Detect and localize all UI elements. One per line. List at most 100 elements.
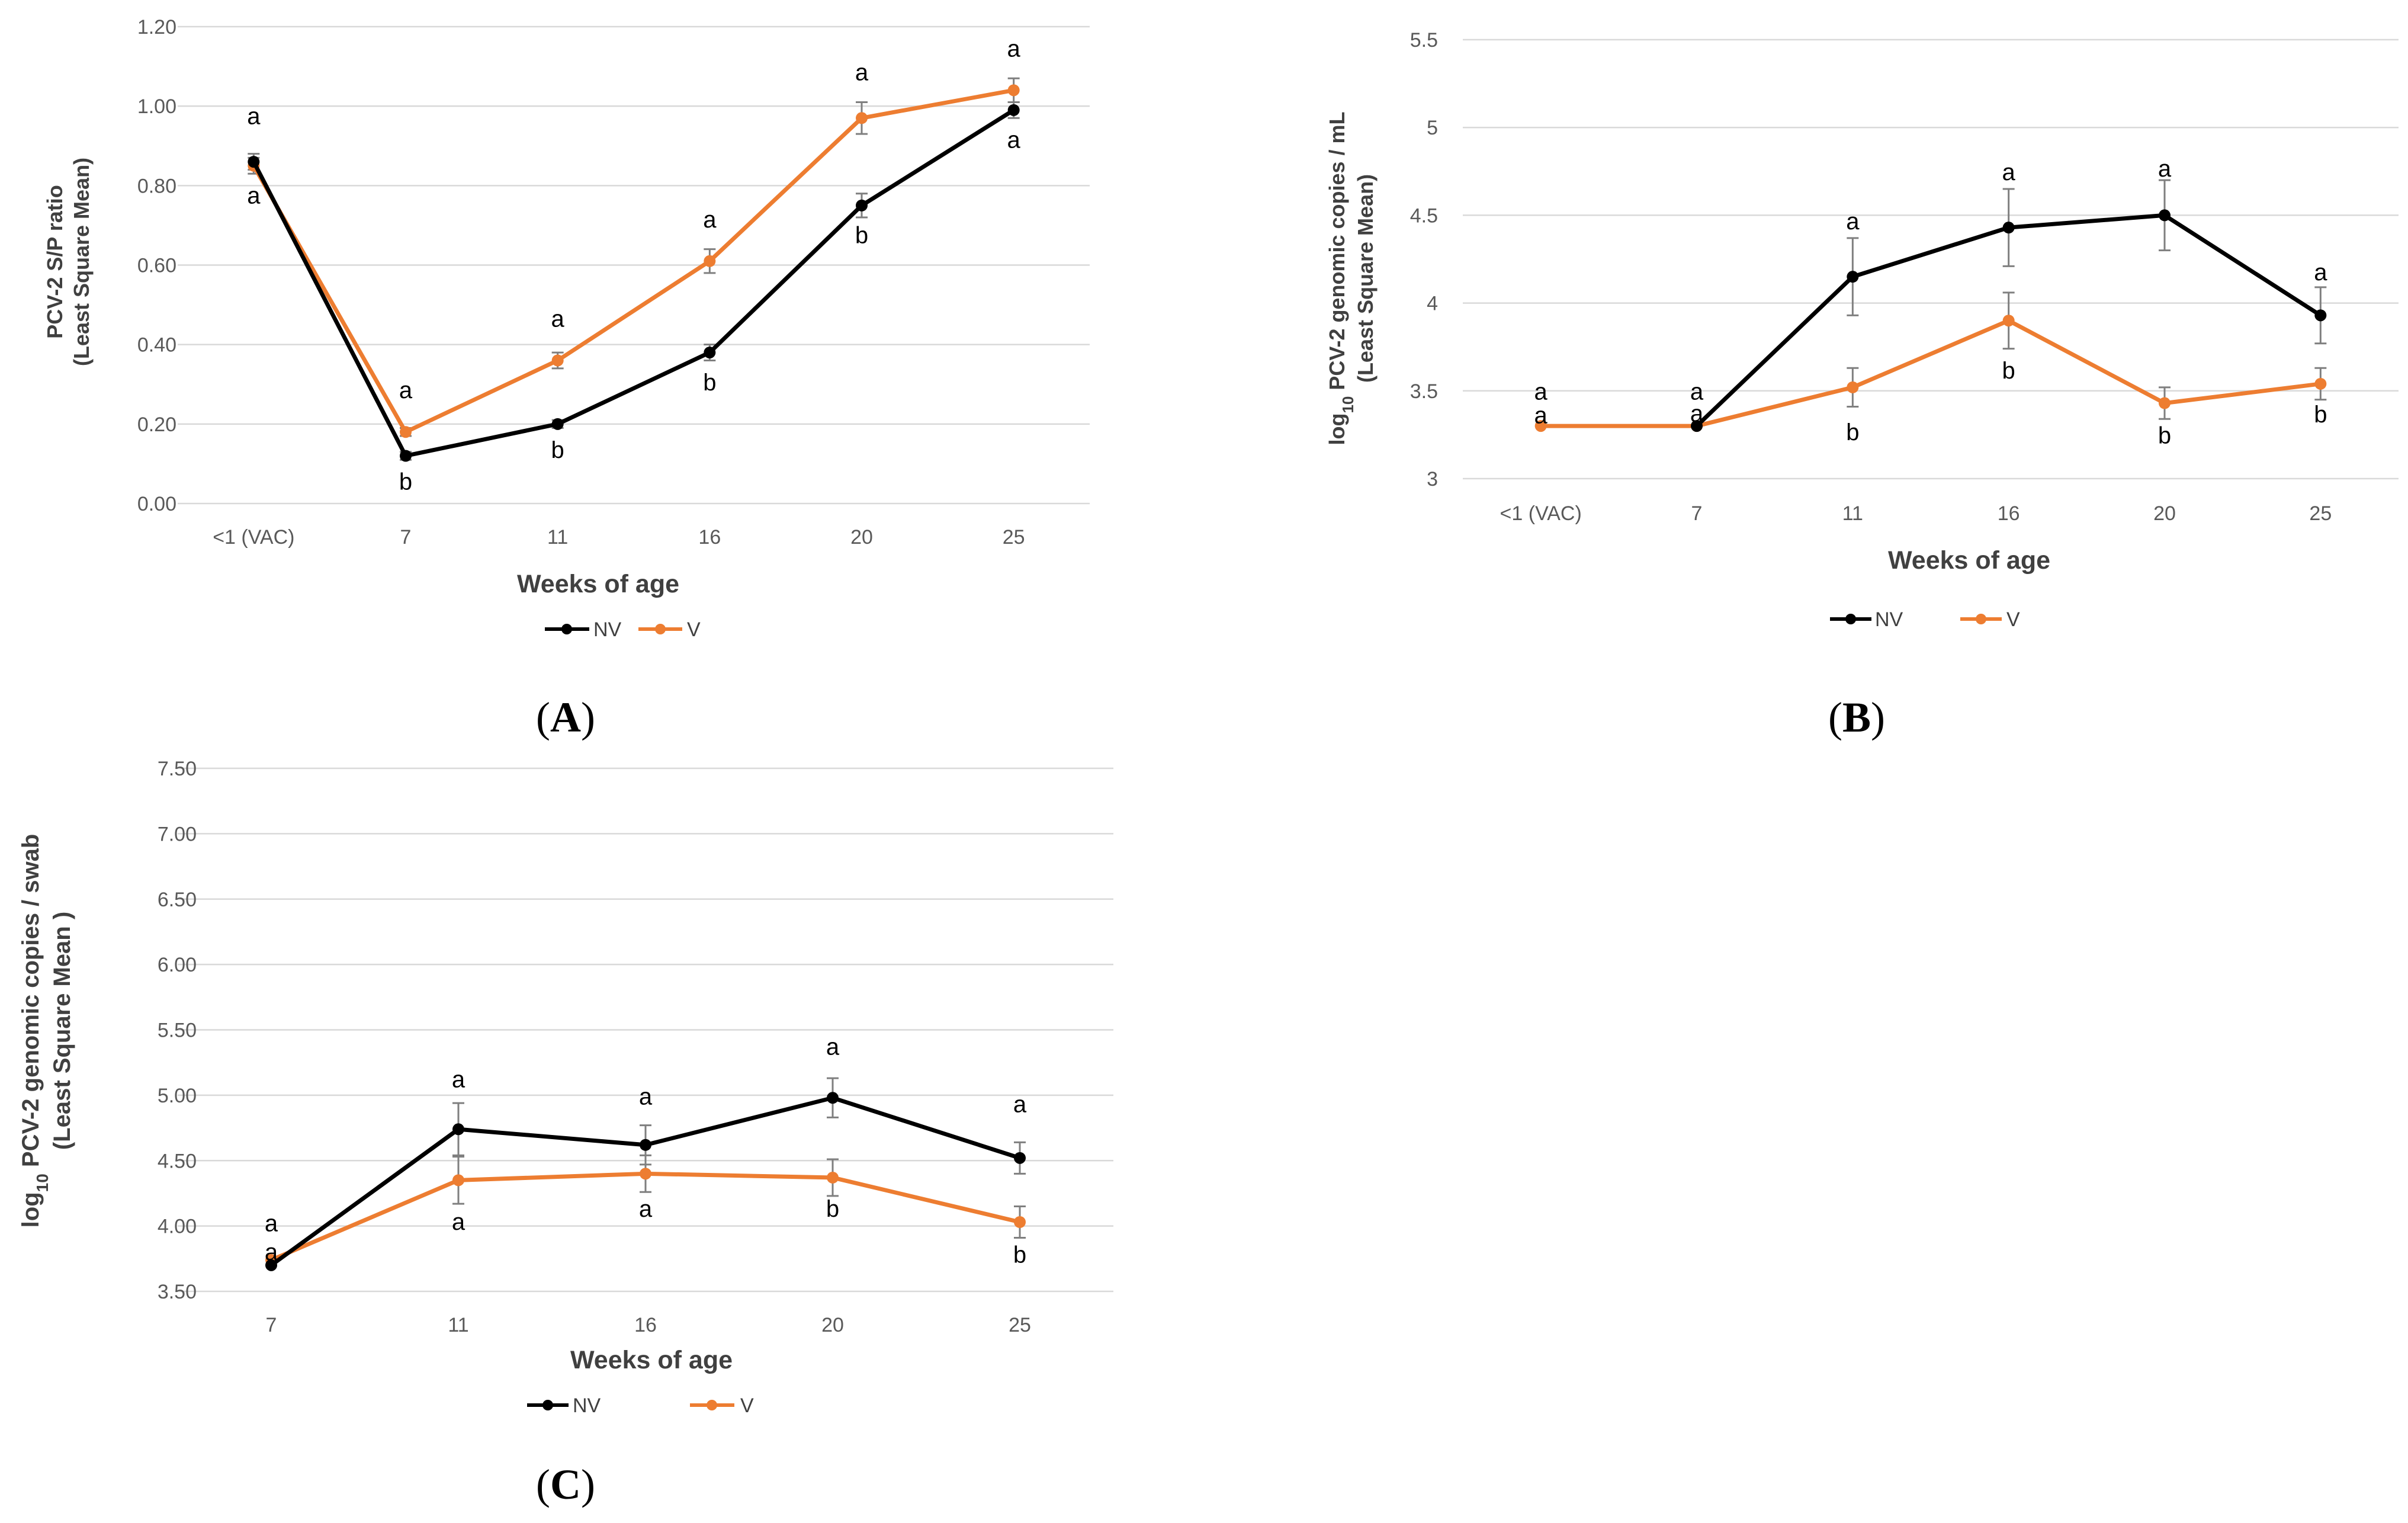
data-point-v [1007,84,1020,97]
data-point-nv [1691,420,1703,432]
significance-letter: a [265,1239,278,1265]
legend-nv-label: NV [1875,608,1903,631]
significance-letter: b [399,469,412,495]
data-point-v [2314,377,2327,390]
panel-label-b: (B) [1828,694,1885,741]
data-point-nv [640,1139,651,1151]
y-tick-label: 7.00 [158,823,197,845]
data-point-nv [704,347,716,359]
significance-letter: a [1007,36,1021,62]
data-point-v [827,1171,839,1184]
significance-letter: a [247,103,261,129]
y-tick-label: 0.00 [137,493,176,515]
x-tick-label: <1 (VAC) [213,526,294,549]
series-line-nv [252,108,1015,458]
legend-nv-label: NV [593,618,622,641]
y-tick-label: 0.80 [137,175,176,197]
y-axis-title-line1: log10 PCV-2 genomic copies / swab [18,834,52,1228]
data-point-nv [1847,271,1859,283]
data-point-v [400,426,412,438]
legend: NV V [1830,608,2020,631]
legend-v-label: V [740,1394,754,1417]
legend-v-marker [1976,614,1986,624]
significance-letter: a [1534,379,1548,405]
x-tick-label: 11 [547,526,568,549]
legend-nv-marker [561,624,572,634]
x-tick-label: 11 [448,1314,468,1336]
x-tick-label: 20 [850,526,873,549]
x-axis-title: Weeks of age [517,570,679,598]
y-tick-label: 1.20 [137,16,176,39]
significance-letter: a [1846,209,1860,235]
y-tick-label: 4 [1427,293,1438,315]
x-tick-label: 7 [1691,502,1703,525]
significance-letter: a [2002,159,2016,185]
y-tick-label: 1.00 [137,95,176,118]
x-tick-label: 7 [266,1314,277,1336]
legend: NV V [527,1394,754,1417]
data-point-nv [2002,222,2015,234]
data-point-nv [265,1259,277,1271]
significance-letter: a [2314,259,2327,286]
data-point-v [551,354,564,367]
significance-letter: b [826,1196,839,1222]
data-point-v [1534,420,1547,432]
legend-v-marker [655,624,666,634]
significance-letter: a [639,1083,653,1110]
y-tick-label: 4.5 [1410,204,1438,227]
legend-v-marker [707,1400,717,1410]
y-axis-title-line1: PCV-2 S/P ratio [43,185,67,338]
data-point-nv [2159,209,2171,222]
data-point-v [640,1168,651,1180]
data-point-v [452,1174,464,1187]
legend-nv-label: NV [573,1394,601,1417]
series-line-v [252,88,1014,434]
significance-letter: b [2314,402,2327,428]
panel-label-c: (C) [536,1461,595,1508]
significance-letter: a [452,1067,465,1093]
significance-letter: a [826,1034,840,1060]
x-tick-label: 16 [1998,502,2020,525]
y-tick-label: 3.5 [1410,380,1438,403]
y-tick-label: 3 [1427,468,1438,490]
y-tick-label: 0.60 [137,255,176,277]
significance-letter: a [1013,1092,1027,1118]
data-point-v [856,112,868,124]
x-tick-label: 7 [400,526,412,549]
data-point-v [1014,1216,1026,1229]
chart-a: 0.00 0.20 0.40 0.60 0.80 1.00 1.20 <1 (VAC) 7 11 1… [43,16,1090,741]
data-point-nv [827,1092,839,1104]
legend-nv-marker [542,1400,553,1410]
data-point-nv [1007,104,1020,116]
data-point-nv [248,156,260,168]
panel-label-a: (A) [536,694,595,741]
significance-letter: a [452,1209,465,1235]
data-point-v [2002,315,2015,327]
y-tick-label: 7.50 [158,758,197,780]
x-tick-label: 20 [2153,502,2176,525]
y-tick-label: 4.50 [158,1150,197,1172]
y-tick-label: 3.50 [158,1281,197,1303]
legend-v-label: V [2006,608,2020,631]
data-point-nv [400,450,412,462]
significance-letter: a [265,1210,278,1236]
data-point-v [704,255,716,267]
x-tick-label: 16 [698,526,721,549]
chart-b: 33.544.555.5<1 (VAC) 7 11 16 20 25 aaaaababab… [1325,29,2399,741]
legend-v-label: V [687,618,701,641]
y-tick-label: 0.20 [137,413,176,436]
x-tick-label: 11 [1842,502,1863,525]
x-tick-label: 25 [1003,526,1025,549]
significance-letter: b [2002,358,2015,384]
significance-letter: a [399,377,413,403]
legend: NV V [545,618,701,641]
x-tick-label: 20 [821,1314,844,1336]
x-tick-label: 25 [1009,1314,1031,1336]
significance-letter: a [1690,401,1704,427]
y-tick-label: 5 [1427,117,1438,139]
data-point-v [1847,381,1859,393]
significance-letter: a [703,207,717,233]
x-tick-label: <1 (VAC) [1500,502,1582,525]
significance-letter: a [1534,403,1548,429]
